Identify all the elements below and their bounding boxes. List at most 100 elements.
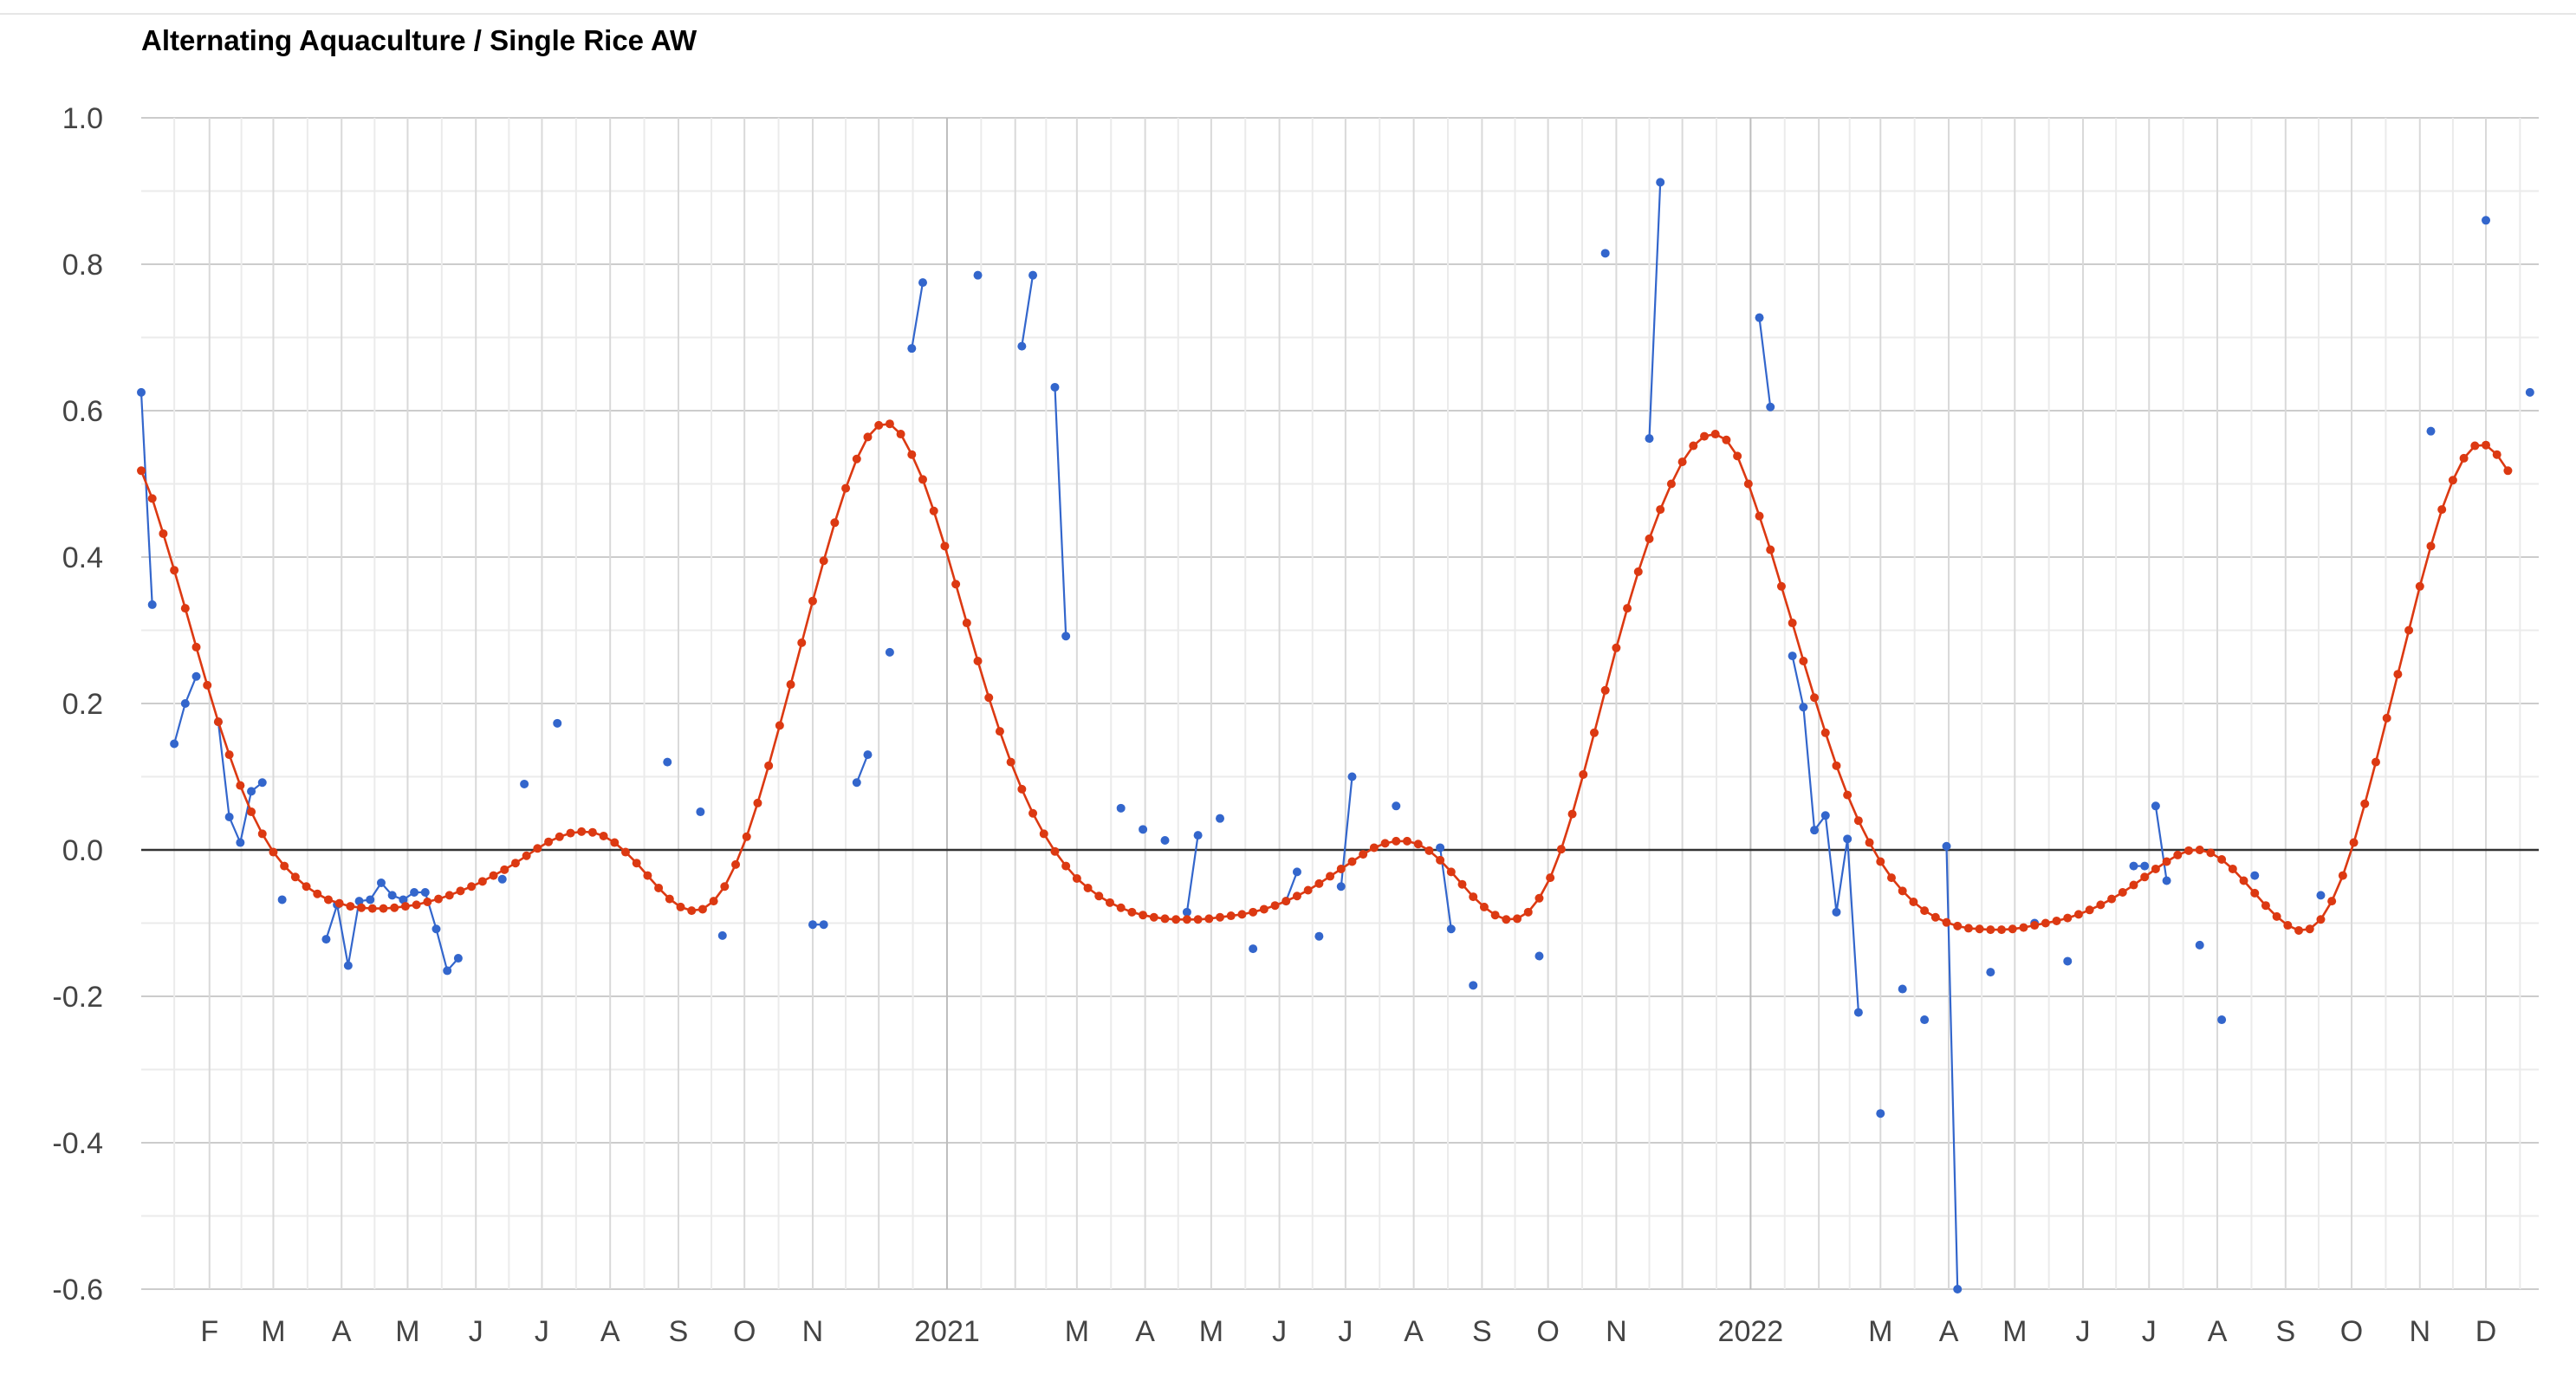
series-red-point — [797, 638, 807, 647]
series-red-point — [984, 693, 994, 703]
series-red-point — [1997, 925, 2007, 935]
series-red-point — [973, 656, 983, 665]
series-red-point — [654, 883, 664, 892]
series-red-point — [1677, 457, 1687, 467]
series-blue-line — [140, 392, 153, 605]
series-red-point — [290, 872, 300, 882]
x-tick-label: A — [1939, 1315, 1959, 1348]
series-red-point — [1359, 850, 1368, 859]
series-red-point — [1061, 861, 1071, 871]
x-tick-label: M — [2002, 1315, 2027, 1348]
series-blue-point — [696, 807, 705, 817]
series-red-point — [2437, 505, 2447, 515]
series-blue-point — [520, 779, 529, 788]
series-red-point — [1490, 911, 1500, 920]
series-blue-point — [1766, 402, 1775, 412]
series-red-point — [1336, 864, 1346, 873]
series-red-point — [566, 828, 575, 838]
series-blue-point — [1160, 836, 1170, 846]
series-red-point — [1535, 893, 1544, 903]
series-red-point — [313, 889, 322, 898]
series-blue-point — [1832, 907, 1841, 917]
series-red-point — [2173, 850, 2183, 859]
series-red-point — [555, 832, 564, 841]
series-red-point — [280, 861, 289, 871]
series-red-point — [786, 680, 795, 690]
series-red-point — [522, 851, 531, 860]
series-red-point — [1656, 505, 1665, 515]
series-blue-point — [1446, 924, 1456, 934]
series-red-point — [1457, 879, 1467, 889]
x-tick-label: J — [535, 1315, 549, 1348]
series-red-point — [1149, 912, 1158, 922]
x-tick-label: A — [332, 1315, 352, 1348]
series-red-point — [1424, 846, 1434, 855]
series-blue-point — [1986, 968, 1995, 977]
series-blue-point — [453, 954, 463, 963]
series-blue-point — [1810, 826, 1820, 835]
series-red-point — [2283, 921, 2293, 930]
series-red-point — [180, 604, 190, 613]
y-tick-label: 0.8 — [62, 249, 103, 282]
y-tick-label: 0.0 — [62, 834, 103, 867]
series-blue-line — [1648, 182, 1662, 439]
series-red-point — [907, 450, 917, 459]
series-red-point — [2008, 924, 2017, 934]
series-red-point — [1743, 479, 1753, 489]
series-red-point — [203, 680, 212, 690]
x-tick-label: M — [1199, 1315, 1223, 1348]
series-blue-point — [420, 888, 430, 898]
series-red-point — [1963, 924, 1973, 933]
series-red-point — [1975, 924, 1984, 934]
series-red-point — [477, 877, 487, 886]
series-blue-point — [180, 699, 190, 708]
series-red-point — [1347, 857, 1357, 866]
series-red-point — [1865, 838, 1874, 847]
series-red-point — [2052, 916, 2061, 925]
y-tick-label: 0.2 — [62, 688, 103, 721]
series-red-point — [2107, 894, 2117, 904]
series-red-point — [2393, 670, 2403, 679]
x-tick-label: O — [733, 1315, 756, 1348]
x-tick-label: A — [2208, 1315, 2228, 1348]
series-red-point — [995, 727, 1004, 736]
series-red-point — [1898, 886, 1907, 896]
series-red-point — [2426, 541, 2436, 551]
series-blue-point — [343, 961, 353, 970]
series-red-point — [1392, 836, 1401, 846]
series-blue-point — [1876, 1109, 1885, 1118]
series-blue-point — [2162, 876, 2171, 885]
series-blue-point — [1436, 843, 1445, 853]
x-tick-label: O — [2340, 1315, 2363, 1348]
series-red-point — [2305, 924, 2314, 934]
series-blue-line — [855, 754, 869, 783]
series-red-point — [1094, 891, 1104, 901]
series-red-point — [1303, 885, 1313, 895]
series-blue-point — [918, 278, 928, 288]
series-red-point — [1413, 840, 1423, 849]
series-blue-point — [1292, 867, 1301, 877]
series-blue-point — [907, 344, 917, 353]
series-blue-point — [852, 778, 861, 788]
series-blue-line — [173, 676, 198, 744]
series-red-point — [962, 619, 971, 628]
x-tick-label: A — [600, 1315, 620, 1348]
series-red-point — [1028, 808, 1038, 818]
series-red-point — [1237, 910, 1247, 919]
series-red-point — [1546, 873, 1555, 883]
series-blue-point — [2195, 940, 2204, 950]
series-blue-point — [885, 647, 894, 657]
series-red-point — [159, 528, 168, 538]
series-red-point — [1326, 872, 1335, 881]
series-blue-point — [1017, 341, 1027, 351]
series-red-point — [2162, 857, 2171, 866]
series-blue — [137, 178, 2534, 1293]
series-red-point — [1314, 879, 1324, 888]
series-red-point — [1612, 643, 1621, 652]
series-red-point — [323, 895, 333, 904]
series-red-point — [1436, 855, 1445, 865]
series-red-point — [533, 844, 542, 853]
series-red-point — [951, 580, 961, 589]
series-blue-point — [2151, 801, 2160, 811]
